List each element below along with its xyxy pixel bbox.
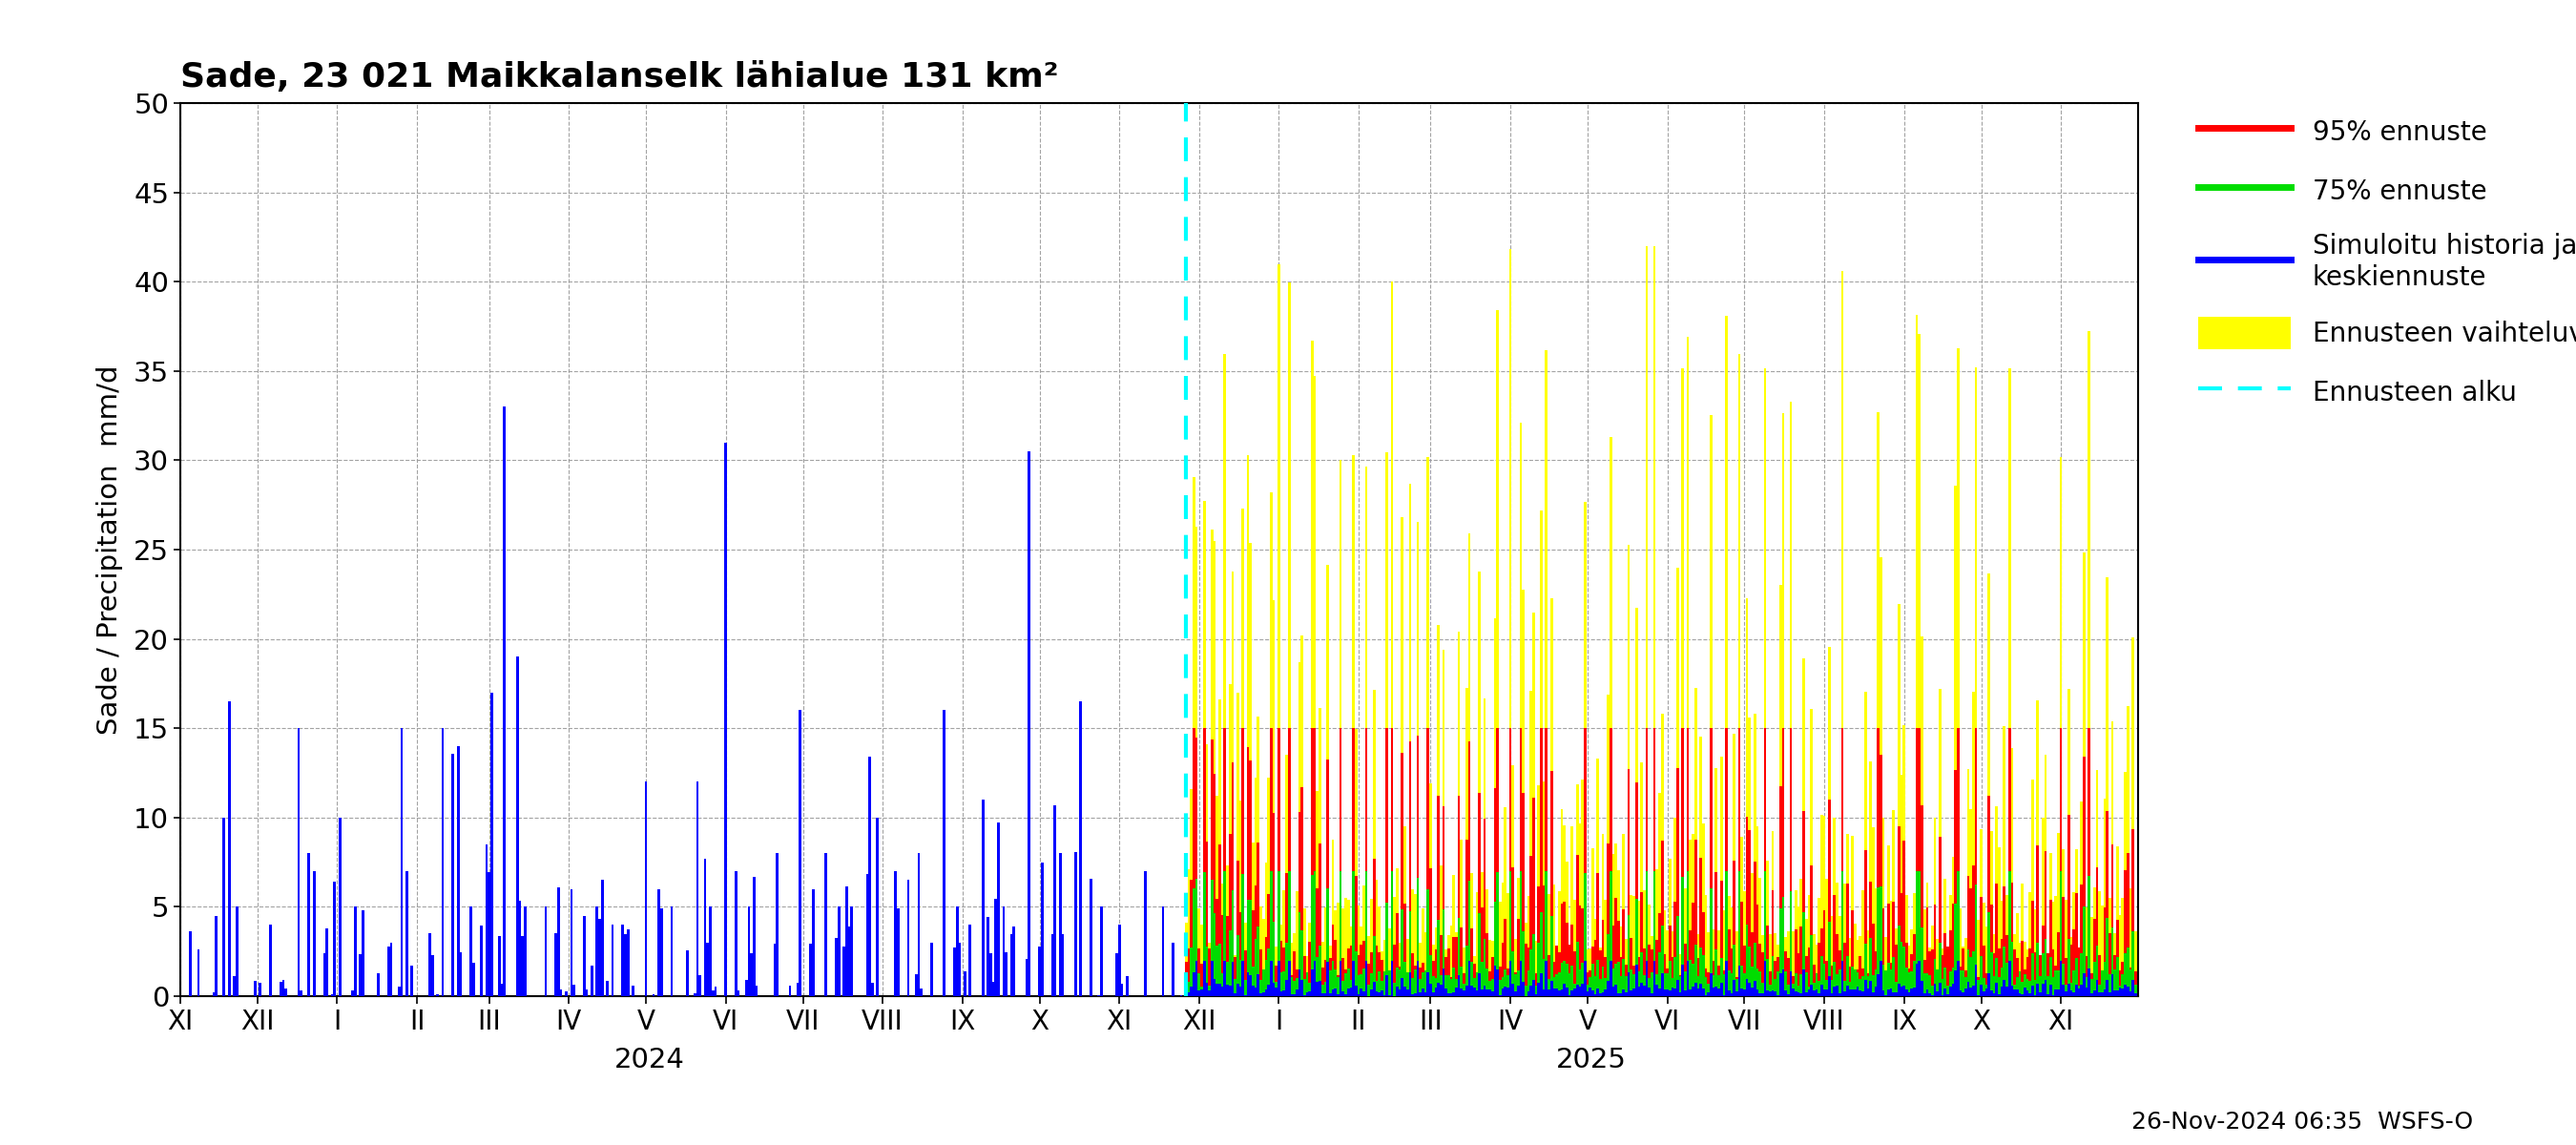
Text: 26-Nov-2024 06:35  WSFS-O: 26-Nov-2024 06:35 WSFS-O (2130, 1111, 2473, 1134)
Legend: 95% ennuste, 75% ennuste, Simuloitu historia ja
keskiennuste, Ennusteen vaihtelu: 95% ennuste, 75% ennuste, Simuloitu hist… (2190, 108, 2576, 417)
Y-axis label: Sade / Precipitation  mm/d: Sade / Precipitation mm/d (95, 365, 124, 734)
Text: Sade, 23 021 Maikkalanselk lähialue 131 km²: Sade, 23 021 Maikkalanselk lähialue 131 … (180, 62, 1059, 94)
Text: 2024: 2024 (616, 1047, 685, 1073)
Text: 2025: 2025 (1556, 1047, 1625, 1073)
